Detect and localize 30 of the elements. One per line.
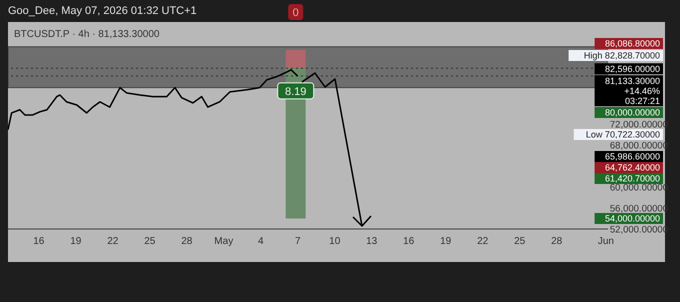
x-tick-label: 22 xyxy=(107,236,119,248)
x-tick-label: 13 xyxy=(366,236,378,248)
annotation: High 82,828.70000 xyxy=(584,50,660,60)
ref-line-label: 81,133.30000 +14.46% 03:27:21 xyxy=(604,76,660,106)
x-tick-label: Jun xyxy=(598,236,614,248)
x-tick-label: 28 xyxy=(551,236,563,248)
x-tick-label: 10 xyxy=(329,236,341,248)
x-tick-label: 25 xyxy=(144,236,156,248)
chart-title: Goo_Dee, May 07, 2026 01:32 UTC+1 xyxy=(8,4,197,19)
x-tick-label: 16 xyxy=(403,236,415,248)
x-tick-label: 19 xyxy=(70,236,82,248)
annotation: 64,762.40000 xyxy=(604,162,660,172)
x-tick-label: 22 xyxy=(477,236,489,248)
x-tick-label: 25 xyxy=(514,236,526,248)
annotation: 8.19 xyxy=(284,86,306,98)
x-tick-label: 19 xyxy=(440,236,452,248)
x-tick-label: May xyxy=(214,236,234,248)
x-tick-label: 7 xyxy=(294,236,301,248)
ref-line-label: 82,596.00000 xyxy=(604,64,660,74)
annotation: 54,000.00000 xyxy=(604,214,660,224)
text: BTCUSDT.P · 4h · 81,133.30000 xyxy=(14,29,160,40)
x-tick-label: 16 xyxy=(33,236,45,248)
annotation: 65,986.60000 xyxy=(604,152,660,162)
annotation: Low 70,722.30000 xyxy=(586,130,660,140)
x-tick-label: 28 xyxy=(181,236,193,248)
annotation: 86,086.80000 xyxy=(604,38,660,48)
annotation: 0 xyxy=(292,7,299,19)
annotation: 61,420.70000 xyxy=(604,174,660,184)
x-tick-label: 4 xyxy=(258,236,264,248)
annotation: 80,000.00000 xyxy=(604,108,660,118)
